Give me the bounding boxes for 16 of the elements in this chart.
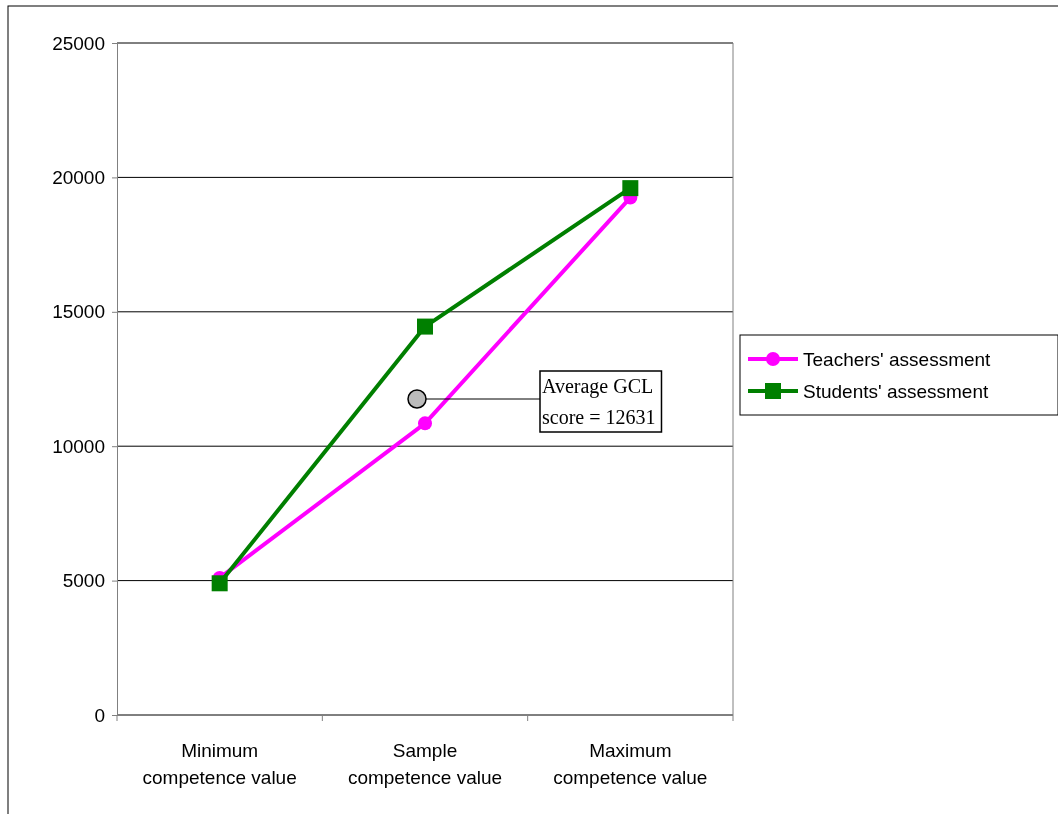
y-tick-label: 5000 — [62, 570, 105, 592]
annotation: Average GCL score = 12631 — [542, 375, 656, 428]
point — [622, 180, 639, 197]
legend-label: Teachers' assessment — [803, 349, 992, 370]
point — [418, 416, 432, 431]
point — [417, 318, 433, 335]
point — [211, 575, 228, 592]
x-tick-label: Sample competence value — [347, 740, 503, 788]
y-tick-label: 20000 — [52, 166, 105, 188]
x-tick-label: Minimum competence value — [142, 740, 297, 788]
y-tick-label: 15000 — [52, 301, 105, 323]
x-tick-label: Maximum competence value — [553, 740, 708, 788]
legend-label: Students' assessment — [803, 381, 989, 402]
y-tick-label: 0 — [94, 704, 105, 726]
y-tick-label: 10000 — [52, 435, 105, 457]
y-tick-label: 25000 — [52, 32, 105, 54]
